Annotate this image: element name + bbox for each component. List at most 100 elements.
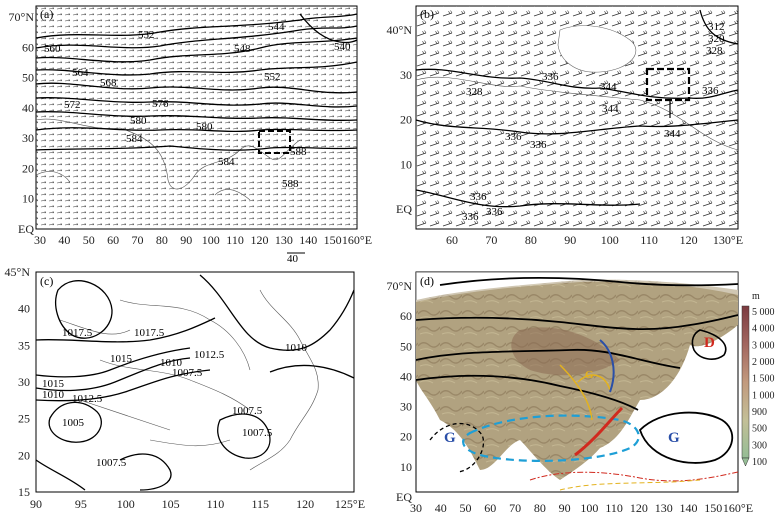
tick-label: 90 [30,497,42,511]
contour-label: 344 [664,128,681,140]
tick-label: 120 [630,501,648,515]
tick-label: 110 [605,501,623,515]
x-axis-ticks: 60 70 80 90 100 110 120 130°E [446,233,743,247]
tick-label: 130 [655,501,673,515]
contour-label: 544 [268,21,285,33]
tick-label: 50 [83,233,95,247]
colorbar-unit: m [752,291,760,302]
contour-label: 328 [706,45,723,57]
y-axis-ticks: 70°N 60 50 40 30 20 10 EQ [387,279,413,504]
high-pressure-label: G [668,430,680,446]
vector-scale-label: 40 [287,253,299,265]
contour-label: 1010 [160,357,183,369]
tick-label: 1 000 [752,390,775,401]
panel-a-label: (a) [40,7,53,21]
tick-label: 110 [226,233,244,247]
contour-label: 336 [486,206,503,218]
contour-label: 320 [708,33,725,45]
x-axis-ticks: 90 95 100 105 110 115 120 125°E [30,497,365,511]
panel-c-label: (c) [40,274,53,288]
tick-label: 20 [22,161,34,175]
panel-b: (b) 312 320 328 328 336 344 344 344 336 … [387,5,743,247]
tick-label: 40 [435,501,447,515]
contour-label: 1017.5 [134,327,165,339]
tick-label: 900 [752,407,767,418]
tick-label: EQ [396,202,412,216]
contour-label: 1007.5 [96,457,127,469]
contour-label: 1017.5 [62,327,93,339]
tick-label: 125°E [335,497,365,511]
tick-label: 90 [559,501,571,515]
tick-label: 90 [564,233,576,247]
tick-label: 140 [299,233,317,247]
tick-label: 110 [207,497,225,511]
tick-label: 120 [296,497,314,511]
contour-label: 560 [44,43,61,55]
tick-label: 70°N [387,279,413,293]
tick-label: 1 500 [752,374,775,385]
tick-label: 20 [400,113,412,127]
tick-label: 80 [156,233,168,247]
contour-label: 312 [708,21,725,33]
tick-label: 25 [18,412,30,426]
panel-b-label: (b) [420,7,434,21]
y-axis-ticks: 40°N 30 20 10 EQ [387,23,413,216]
panel-d-label: (d) [420,274,434,288]
contour-label: 336 [530,139,547,151]
tick-label: 40 [22,101,34,115]
tick-label: 30 [34,233,46,247]
tick-label: 115 [252,497,270,511]
tick-label: 10 [22,192,34,206]
contour-label: 336 [702,85,719,97]
tick-label: 150 [704,501,722,515]
tick-label: 500 [752,424,767,435]
tick-label: 50 [22,71,34,85]
tick-label: 50 [460,501,472,515]
contour-label: 344 [600,81,617,93]
contour-label: 588 [290,146,307,158]
contour-label: 1010 [285,342,308,354]
tick-label: 5 000 [752,307,775,318]
tick-label: 70 [485,233,497,247]
contour-label: 580 [130,115,147,127]
tick-label: 150 [324,233,342,247]
tick-label: 35 [18,338,30,352]
tick-label: 120 [680,233,698,247]
tick-label: 30 [400,68,412,82]
tick-label: 70 [132,233,144,247]
tick-label: 10 [400,157,412,171]
tick-label: 60 [400,309,412,323]
tick-label: 4 000 [752,324,775,335]
high-pressure-label: G [444,430,456,446]
contour-label: 1007.5 [242,427,273,439]
contour-label: 576 [152,98,169,110]
tick-label: 110 [640,233,658,247]
y-axis-ticks: 45°N 40 35 30 25 20 15 [5,265,31,499]
colorbar-ticks: 5 000 4 000 3 000 2 000 1 500 1 000 900 500 300 1… [752,307,775,468]
tick-label: 100 [202,233,220,247]
contour-label: 532 [138,29,155,41]
tick-label: 160°E [342,233,372,247]
tick-label: 30 [18,375,30,389]
contour-label: 588 [282,178,299,190]
contour-label: 540 [334,41,351,53]
y-axis-ticks: 70°N 60 50 40 30 20 10 EQ [9,10,35,236]
tick-label: 105 [162,497,180,511]
tick-label: 60 [22,40,34,54]
contour-label: 336 [462,211,479,223]
tick-label: 40°N [387,23,413,37]
tick-label: 3 000 [752,340,775,351]
tick-label: EQ [18,222,34,236]
tick-label: 100 [752,457,767,468]
system-label: G [585,369,594,381]
contour-label: 584 [126,133,143,145]
elevation-colorbar [741,305,750,459]
contour-label: 564 [72,67,89,79]
contour-label: 336 [542,71,559,83]
panel-a: 40 (a) 532 544 540 548 552 560 564 568 5… [9,5,372,265]
tick-label: 160°E [723,501,753,515]
contour-label: 568 [100,77,117,89]
tick-label: 30 [410,501,422,515]
tick-label: 140 [679,501,697,515]
